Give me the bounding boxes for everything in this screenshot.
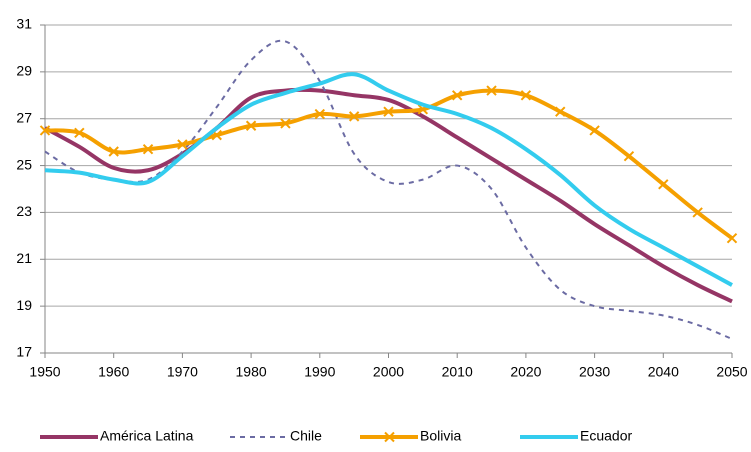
point-marker <box>486 85 497 96</box>
point-marker <box>74 127 85 138</box>
point-marker <box>348 111 360 122</box>
series-line <box>44 39 733 340</box>
point-marker <box>142 143 154 155</box>
point-marker <box>451 90 463 101</box>
y-tick-label: 29 <box>16 63 32 79</box>
series-line <box>44 72 733 287</box>
point-marker <box>726 232 738 244</box>
x-tick-label: 2040 <box>648 364 679 380</box>
x-tick-label: 2000 <box>373 364 404 380</box>
point-marker <box>280 118 291 129</box>
x-tick-label: 2010 <box>442 364 473 380</box>
point-marker <box>520 90 532 101</box>
y-tick-label: 21 <box>16 250 32 266</box>
point-marker <box>692 207 703 218</box>
legend-label: Ecuador <box>580 428 632 444</box>
point-marker <box>314 108 326 120</box>
x-tick-label: 1950 <box>29 364 60 380</box>
x-tick-label: 1990 <box>304 364 335 380</box>
y-tick-label: 23 <box>16 203 32 219</box>
x-tick-label: 1970 <box>167 364 198 380</box>
point-marker <box>555 106 566 117</box>
legend-label: Chile <box>290 428 322 444</box>
legend-label: Bolivia <box>420 428 461 444</box>
point-marker <box>623 150 635 162</box>
legend-label: América Latina <box>100 428 194 444</box>
y-tick-label: 19 <box>16 297 32 313</box>
x-tick-label: 2030 <box>579 364 610 380</box>
x-tick-label: 1980 <box>236 364 267 380</box>
x-tick-label: 2050 <box>716 364 747 380</box>
legend-marker <box>384 431 395 443</box>
x-tick-label: 1960 <box>98 364 129 380</box>
point-marker <box>658 179 669 190</box>
y-tick-label: 31 <box>16 16 32 32</box>
y-tick-label: 25 <box>16 156 32 172</box>
y-tick-label: 27 <box>16 109 32 125</box>
series-line <box>44 87 733 304</box>
point-marker <box>108 146 119 157</box>
point-marker <box>245 120 257 131</box>
x-tick-label: 2020 <box>510 364 541 380</box>
point-marker <box>589 125 600 136</box>
y-tick-label: 17 <box>16 344 32 360</box>
point-marker <box>383 106 394 117</box>
point-marker <box>39 125 51 136</box>
point-marker <box>177 139 188 150</box>
